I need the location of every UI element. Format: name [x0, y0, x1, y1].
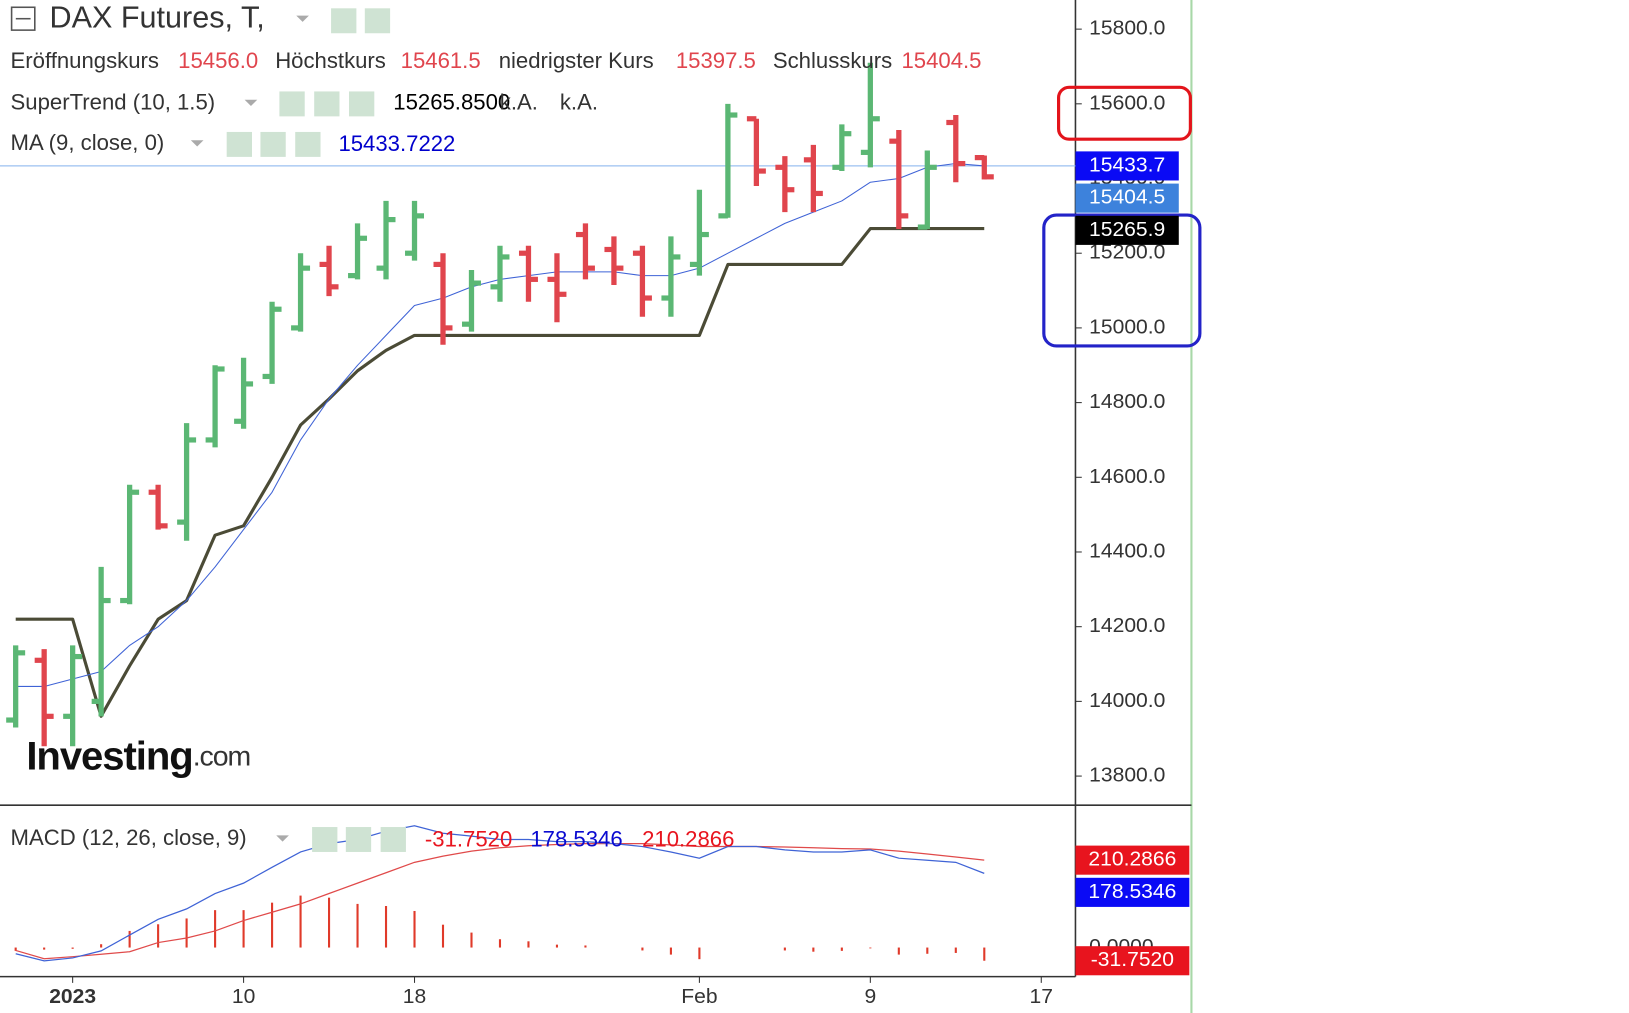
- watermark: Investing.com: [26, 734, 250, 778]
- ohlc-name: Schlusskurs: [773, 48, 892, 73]
- remove-icon[interactable]: [295, 131, 321, 157]
- indicator-note: k.A.: [500, 90, 538, 115]
- value-label: 210.2866: [1088, 848, 1176, 871]
- value-label-box: [1075, 877, 1190, 907]
- eye-icon[interactable]: [279, 91, 305, 117]
- dropdown-arrow[interactable]: [190, 140, 204, 147]
- ohlc-name: Eröffnungskurs: [11, 48, 159, 73]
- value-label-box: [1075, 946, 1190, 976]
- indicator-value: 210.2866: [642, 826, 734, 851]
- price-label-box: [1075, 215, 1179, 245]
- settings-icon[interactable]: [314, 91, 340, 117]
- marks: [0, 28, 1082, 983]
- y-tick-label: 13800.0: [1089, 764, 1165, 787]
- x-tick-label: Feb: [681, 985, 717, 1008]
- indicator-value: 15265.8500: [393, 90, 510, 115]
- eye-icon[interactable]: [331, 8, 357, 34]
- remove-icon[interactable]: [348, 91, 375, 117]
- indicator-name: MA (9, close, 0): [11, 130, 165, 155]
- ohlc-value: 15404.5: [901, 48, 981, 73]
- x-tick-label: 18: [403, 985, 426, 1008]
- watermark-suffix: .com: [193, 740, 250, 772]
- indicator-note: k.A.: [560, 90, 598, 115]
- ohlc-value: 15397.5: [676, 48, 756, 73]
- price-label-box: [1075, 151, 1179, 181]
- price-label: 15265.9: [1089, 218, 1165, 241]
- value-label: 178.5346: [1088, 880, 1176, 903]
- dropdown-arrow[interactable]: [296, 15, 309, 22]
- price-label-box: [1075, 183, 1179, 213]
- x-tick-label: 2023: [49, 985, 96, 1008]
- chart-title: DAX Futures, T,: [50, 2, 265, 35]
- y-tick-label: 14400.0: [1089, 540, 1165, 563]
- signal-line: [15, 843, 985, 960]
- watermark-main: Investing: [26, 734, 192, 778]
- value-label: -31.7520: [1091, 948, 1174, 971]
- price-label: 15404.5: [1089, 186, 1165, 209]
- y-tick-label: 15200.0: [1089, 241, 1165, 264]
- price-label: 15433.7: [1089, 154, 1165, 177]
- eye-icon[interactable]: [312, 827, 338, 852]
- x-tick-label: 10: [232, 985, 255, 1008]
- y-tick-label: 14200.0: [1089, 614, 1165, 637]
- indicator-value: 15433.7222: [338, 131, 455, 156]
- collapse-button[interactable]: [10, 6, 36, 31]
- highlight-box: [1042, 213, 1202, 348]
- x-tick-label: 9: [864, 985, 876, 1008]
- ohlc-name: niedrigster Kurs: [499, 48, 654, 73]
- eye-icon[interactable]: [226, 131, 252, 157]
- y-tick-label: 14600.0: [1089, 465, 1165, 488]
- value-label-box: [1075, 845, 1190, 875]
- indicator-name: MACD (12, 26, close, 9): [11, 825, 247, 850]
- macd-line: [15, 825, 985, 962]
- dropdown-arrow[interactable]: [276, 835, 289, 842]
- x-tick-label: 17: [1030, 985, 1053, 1008]
- highlight-box: [1057, 85, 1192, 141]
- y-tick-label: 15800.0: [1089, 17, 1165, 40]
- indicator-name: SuperTrend (10, 1.5): [11, 90, 216, 115]
- y-tick-label: 14000.0: [1089, 689, 1165, 712]
- indicator-line: [15, 227, 985, 718]
- indicator-value: 178.5346: [530, 826, 622, 851]
- settings-icon[interactable]: [345, 827, 372, 852]
- indicator-value: -31.7520: [425, 826, 512, 851]
- ohlc-name: Höchstkurs: [275, 48, 386, 73]
- ohlc-value: 15456.0: [178, 48, 258, 73]
- dropdown-arrow[interactable]: [244, 99, 258, 106]
- y-tick-label: 14800.0: [1089, 390, 1165, 413]
- settings-icon[interactable]: [364, 8, 391, 34]
- settings-icon[interactable]: [260, 131, 286, 157]
- y-tick-label: 15600.0: [1089, 91, 1165, 114]
- ohlc-value: 15461.5: [401, 48, 481, 73]
- remove-icon[interactable]: [380, 827, 406, 852]
- y-tick-label: 15000.0: [1089, 316, 1165, 339]
